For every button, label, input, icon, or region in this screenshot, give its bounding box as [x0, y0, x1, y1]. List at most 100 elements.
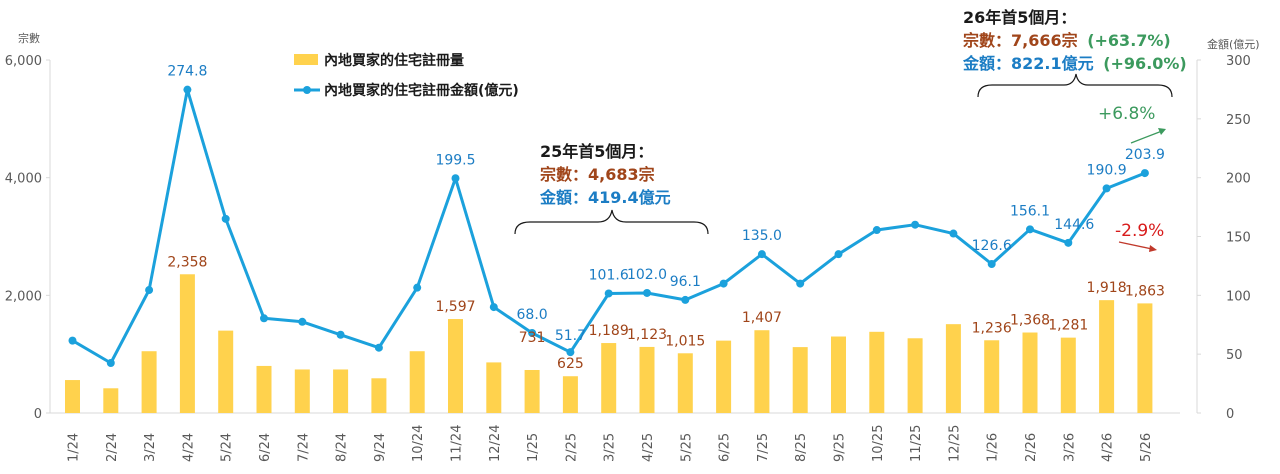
x-tick-label: 3/26: [1062, 433, 1077, 462]
line-point: [987, 260, 996, 269]
line-point: [911, 220, 920, 229]
right-tick-label: 250: [1226, 113, 1251, 128]
annotation-2025: 25年首5個月： 宗數：4,683宗 金額：419.4億元: [514, 142, 709, 235]
x-tick-label: 4/26: [1101, 433, 1116, 462]
bar: [677, 353, 693, 413]
bar-value-label: 1,123: [627, 327, 667, 343]
bar: [294, 369, 310, 413]
up-arrowhead-icon: [1158, 128, 1166, 135]
bar-value-label: 1,918: [1087, 280, 1127, 296]
line-point: [374, 343, 383, 352]
line-value-label: 156.1: [1010, 203, 1050, 219]
line-point: [336, 330, 345, 339]
x-tick-label: 5/24: [220, 433, 235, 462]
line-point: [796, 279, 805, 288]
bar-value-label: 625: [557, 356, 584, 372]
bar: [409, 351, 425, 413]
line-point: [1140, 169, 1149, 178]
legend-bar-label: 內地買家的住宅註冊量: [324, 52, 464, 69]
bar: [65, 380, 80, 413]
right-tick-label: 300: [1226, 54, 1251, 69]
bar: [754, 330, 770, 413]
bar: [218, 330, 234, 413]
right-tick-label: 150: [1226, 231, 1251, 246]
x-tick-label: 12/25: [947, 425, 962, 462]
line-point: [719, 279, 728, 288]
bar: [869, 331, 885, 413]
left-axis-ticks: 0 2,000 4,000 6,000: [5, 54, 50, 422]
line-value-label: 190.9: [1087, 162, 1127, 178]
right-axis-ticks: 0 50 100 150 200 250 300: [1197, 54, 1251, 422]
x-tick-label: 6/25: [718, 433, 733, 462]
left-tick-label: 2,000: [5, 289, 42, 304]
bar-value-label: 2,358: [167, 254, 207, 270]
x-tick-label: 6/24: [258, 433, 273, 462]
bar: [907, 338, 923, 413]
x-tick-label: 10/24: [411, 425, 426, 462]
bar: [984, 340, 1000, 413]
x-tick-label: 1/25: [526, 433, 541, 462]
bar-value-label: 1,597: [435, 299, 475, 315]
x-tick-label: 3/24: [143, 433, 158, 462]
down-arrow-icon: [1118, 241, 1153, 250]
annotation-2026-count-change: (+63.7%): [1087, 31, 1171, 50]
x-tick-label: 2/25: [564, 433, 579, 462]
annotation-2025-count: 宗數：4,683宗: [540, 165, 655, 184]
x-tick-label: 1/24: [67, 433, 82, 462]
line-point: [872, 226, 881, 235]
right-tick-label: 200: [1226, 172, 1251, 187]
bar: [1099, 300, 1115, 413]
x-tick-label: 4/25: [641, 433, 656, 462]
line-point: [221, 214, 230, 223]
annotation-2026-count: 宗數：7,666宗 (+63.7%): [963, 31, 1171, 50]
line-value-label: 101.6: [589, 267, 629, 283]
x-tick-label: 9/24: [373, 433, 388, 462]
bar-value-label: 1,407: [742, 310, 782, 326]
line-point: [528, 328, 537, 337]
x-tick-label: 1/26: [986, 433, 1001, 462]
annotation-2025-brace: [514, 209, 709, 235]
line-value-label: 203.9: [1125, 147, 1165, 163]
bar: [179, 274, 195, 413]
left-tick-label: 6,000: [5, 54, 42, 69]
line-point: [183, 85, 192, 94]
bar: [103, 388, 119, 413]
legend-bar-swatch: [294, 54, 318, 65]
x-tick-label: 2/24: [105, 433, 120, 462]
line-point: [949, 229, 958, 238]
right-tick-label: 100: [1226, 289, 1251, 304]
annotation-2026: 26年首5個月： 宗數：7,666宗 (+63.7%) 金額：822.1億元 (…: [962, 8, 1187, 98]
line-point: [757, 250, 766, 259]
bar-value-label: 1,015: [665, 333, 705, 349]
x-tick-label: 8/24: [335, 433, 350, 462]
line-point: [834, 250, 843, 259]
line-point: [1102, 184, 1111, 193]
bar: [601, 343, 617, 413]
line-point: [68, 336, 77, 345]
bar: [524, 369, 540, 413]
line-series: [68, 85, 1149, 367]
line-point: [1026, 225, 1034, 234]
bar: [562, 376, 578, 413]
bar: [639, 346, 655, 413]
legend-line-label: 內地買家的住宅註冊金額(億元): [324, 82, 519, 99]
annotation-2025-title: 25年首5個月：: [540, 142, 653, 161]
left-tick-label: 4,000: [5, 172, 42, 187]
legend-line-marker: [303, 86, 311, 94]
bar: [831, 336, 846, 413]
right-tick-label: 0: [1226, 407, 1234, 422]
line-point: [298, 317, 307, 326]
left-axis-title: 宗數: [18, 31, 40, 45]
annotation-2026-amount-change: (+96.0%): [1103, 54, 1187, 73]
right-axis-title: 金額(億元): [1207, 37, 1260, 51]
line-value-label: 135.0: [742, 228, 782, 244]
bar-series: [65, 274, 1153, 413]
x-tick-label: 11/25: [909, 425, 924, 462]
x-tick-label: 12/24: [488, 425, 503, 462]
annotation-2026-brace: [977, 73, 1173, 98]
bar: [945, 324, 961, 413]
bar: [371, 378, 387, 413]
